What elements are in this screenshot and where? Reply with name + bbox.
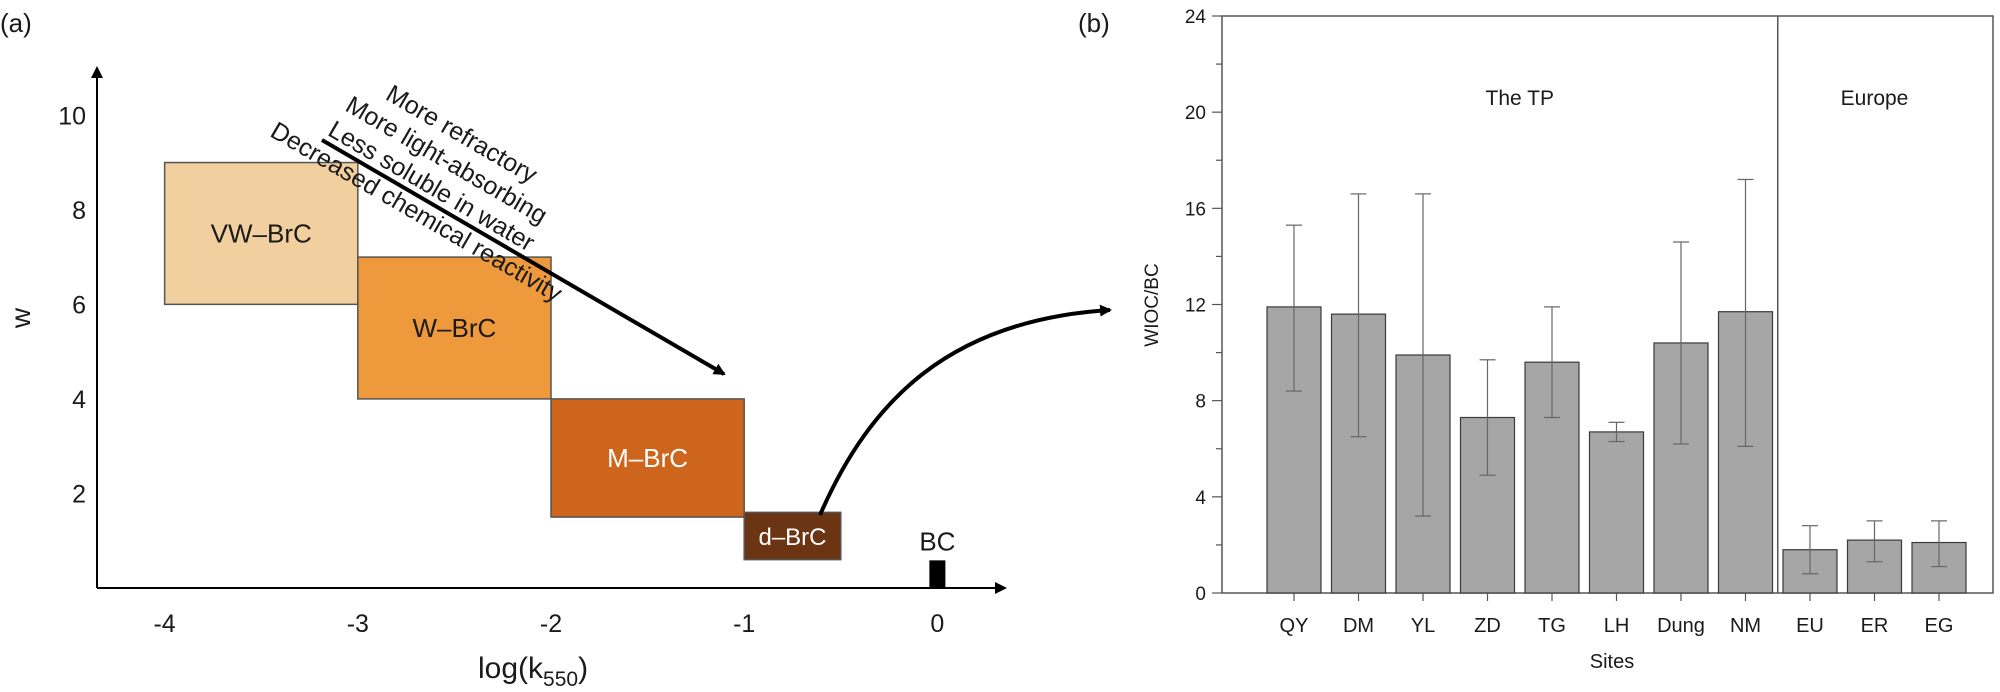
y-axis-label: WIOC/BC	[1142, 263, 1163, 346]
x-tick-label: -2	[540, 610, 562, 638]
panel-a-diagram: (a) VW–BrC W–BrC M–BrC d–BrC -4 -3 -2 -1 0 2 4 6 8…	[0, 8, 1112, 691]
x-tick-label: ZD	[1474, 615, 1501, 637]
bc-label: BC	[919, 526, 955, 556]
x-axis-label: log(k550)	[478, 652, 588, 691]
panel-b-label: (b)	[1078, 8, 1110, 38]
x-tick-label: LH	[1604, 615, 1630, 637]
x-tick-label: NM	[1730, 615, 1761, 637]
brc-box-label-1: W–BrC	[413, 313, 497, 343]
brc-box-3	[743, 511, 842, 561]
x-axis-label: Sites	[1590, 651, 1634, 673]
y-ticks: 0 4 8 12 16 20 24	[1185, 7, 1222, 605]
x-tick-label: TG	[1538, 615, 1566, 637]
connector-arrow	[818, 304, 1112, 516]
brc-box-label-2: M–BrC	[607, 443, 688, 473]
x-tick-label: ER	[1861, 615, 1889, 637]
y-tick-label: 6	[72, 291, 86, 319]
x-tick-label: 0	[930, 610, 944, 638]
group-label: The TP	[1486, 87, 1554, 110]
y-tick-label: 4	[1195, 488, 1206, 509]
y-tick-labels: 2 4 6 8 10	[58, 102, 86, 508]
x-tick-label: EG	[1925, 615, 1954, 637]
x-tick-labels: -4 -3 -2 -1 0	[153, 610, 944, 638]
group-labels: The TP Europe	[1486, 87, 1909, 110]
y-tick-label: 24	[1185, 7, 1207, 28]
brc-box-1	[357, 256, 552, 400]
y-tick-label: 20	[1185, 103, 1206, 124]
x-tick-label: -4	[153, 610, 175, 638]
y-tick-label: 8	[1195, 392, 1206, 413]
x-tick-label: EU	[1796, 615, 1824, 637]
y-tick-label: 0	[1195, 584, 1206, 605]
y-tick-label: 4	[72, 386, 86, 414]
y-tick-label: 12	[1185, 296, 1206, 317]
y-tick-label: 8	[72, 197, 86, 225]
x-tick-labels: QY DM YL ZD TG LH Dung NM EU ER EG	[1280, 593, 1954, 637]
bc-marker	[929, 560, 946, 588]
brc-boxes: VW–BrC W–BrC M–BrC d–BrC	[163, 161, 842, 561]
x-tick-label: -1	[733, 610, 755, 638]
x-tick-label: DM	[1343, 615, 1374, 637]
bars	[1266, 178, 1967, 594]
x-tick-label: QY	[1280, 615, 1309, 637]
trend-arrow	[320, 138, 726, 376]
panel-a-label: (a)	[0, 8, 32, 38]
y-tick-label: 2	[72, 480, 86, 508]
brc-box-label-3: d–BrC	[758, 524, 826, 551]
brc-box-0	[163, 161, 359, 306]
y-axis-label: w	[5, 307, 36, 329]
x-tick-label: YL	[1411, 615, 1435, 637]
brc-box-label-0: VW–BrC	[211, 218, 312, 248]
brc-box-2	[550, 398, 745, 518]
group-label: Europe	[1841, 87, 1909, 110]
x-tick-label: -3	[347, 610, 369, 638]
bar-LH	[1588, 431, 1645, 594]
y-tick-label: 10	[58, 102, 86, 130]
panel-b-bar-chart: (b) 0 4 8 12 16 20 24 QY DM YL ZD TG LH Dung NM EU ER EG…	[1078, 7, 1994, 673]
y-tick-label: 16	[1185, 199, 1206, 220]
x-tick-label: Dung	[1657, 615, 1705, 637]
